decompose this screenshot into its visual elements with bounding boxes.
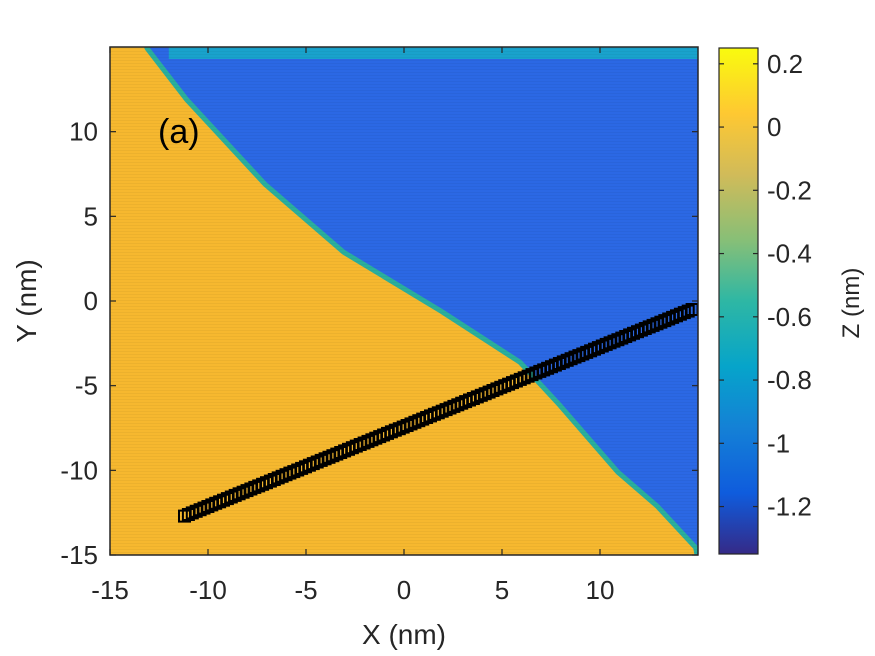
x-tick-label: -5 <box>294 575 317 605</box>
y-axis-title: Y (nm) <box>11 259 42 343</box>
x-axis: -15 -10 -5 0 5 10 <box>91 47 614 605</box>
colorbar-tick-label: 0 <box>767 112 781 142</box>
y-tick-label: 0 <box>84 286 98 316</box>
x-axis-title: X (nm) <box>362 619 446 650</box>
heatmap-plot <box>110 47 698 555</box>
x-tick-label: -10 <box>189 575 227 605</box>
colorbar-tick-label: -0.8 <box>767 365 812 395</box>
colorbar: 0.2 0 -0.2 -0.4 -0.6 -0.8 -1 -1.2 Z (nm) <box>718 47 865 555</box>
profile-marker <box>681 304 695 318</box>
colorbar-tick-label: -1 <box>767 428 790 458</box>
y-tick-label: -10 <box>60 455 98 485</box>
x-tick-label: 10 <box>586 575 615 605</box>
colorbar-ticks: 0.2 0 -0.2 -0.4 -0.6 -0.8 -1 -1.2 <box>719 49 812 522</box>
x-tick-label: 5 <box>495 575 509 605</box>
colorbar-tick-label: -1.2 <box>767 492 812 522</box>
colorbar-tick-label: -0.6 <box>767 302 812 332</box>
y-tick-label: 5 <box>84 201 98 231</box>
y-tick-label: -5 <box>75 371 98 401</box>
colorbar-gradient <box>718 47 759 555</box>
y-tick-label: 10 <box>69 117 98 147</box>
colorbar-title: Z (nm) <box>838 268 865 339</box>
colorbar-tick-label: 0.2 <box>767 49 803 79</box>
colorbar-tick-label: -0.4 <box>767 239 812 269</box>
line-profile <box>178 303 698 523</box>
colorbar-tick-label: -0.2 <box>767 175 812 205</box>
panel-label: (a) <box>158 113 200 151</box>
y-axis: -15 -10 -5 0 5 10 <box>60 117 698 570</box>
x-tick-label: -15 <box>91 575 129 605</box>
profile-marker <box>677 306 691 320</box>
x-tick-label: 0 <box>397 575 411 605</box>
y-tick-label: -15 <box>60 540 98 570</box>
scan-lines <box>110 47 698 555</box>
